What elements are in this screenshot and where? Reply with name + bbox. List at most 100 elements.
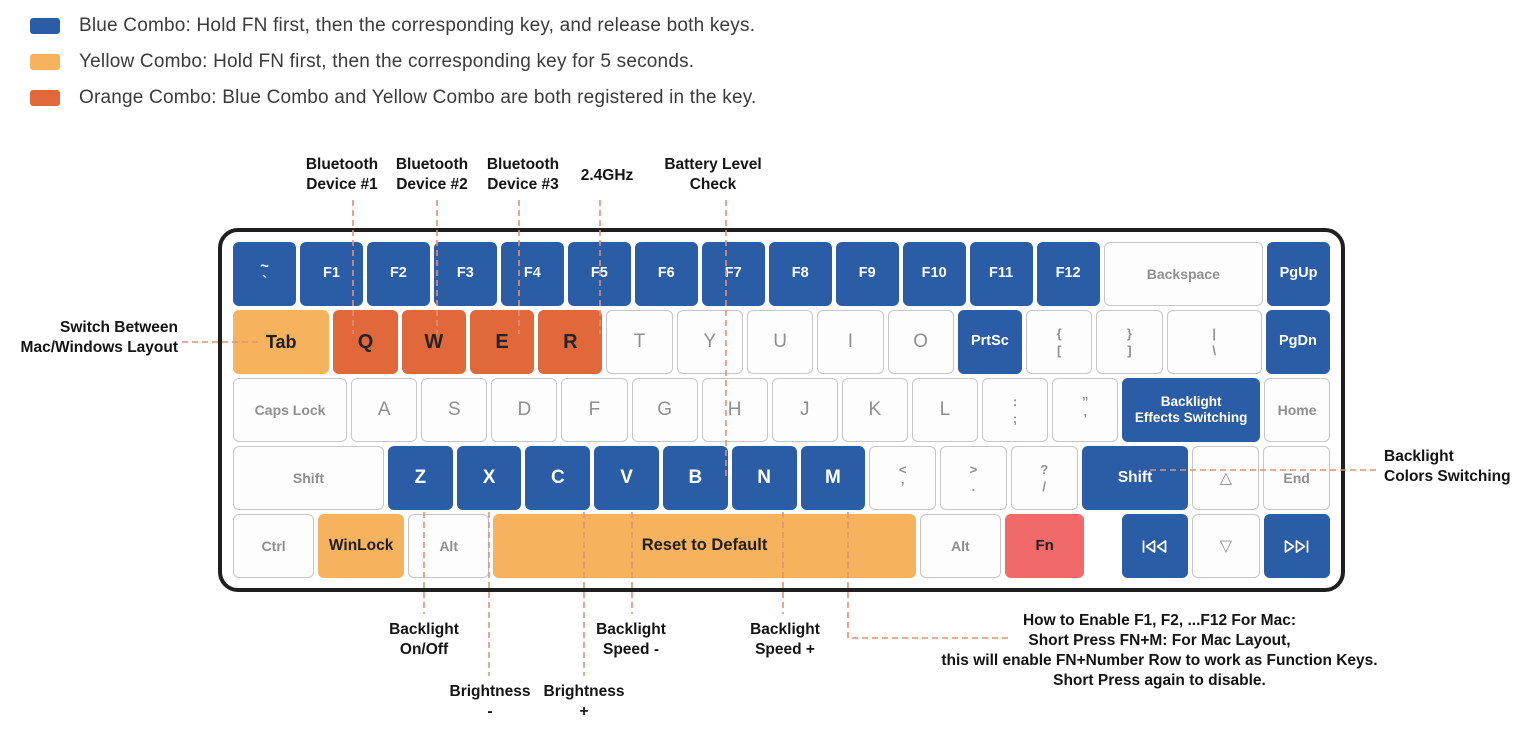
key-t: T [606,310,673,374]
callout-line: Bluetooth [305,156,379,173]
key-o: O [887,310,954,374]
callout-bluetooth-device-2: Bluetooth Device #2 [372,155,492,194]
key-l: L [911,378,978,442]
key-arrow-down: ▽ [1191,514,1260,578]
key-f: F [561,378,628,442]
callout-line: Speed + [755,640,815,658]
key-backlight-effects-switching: Backlight Effects Switching [1122,378,1260,442]
key-i: I [817,310,884,374]
keyboard-rows: ~ ` F1 F2 F3 F4 F5 F6 F7 F8 F9 F10 F11 F12 Backspace Pg… [233,242,1331,578]
orange-combo-swatch [30,90,60,106]
callout-line: Speed - [603,640,659,658]
keyboard-row-1: ~ ` F1 F2 F3 F4 F5 F6 F7 F8 F9 F10 F11 F12 Backspace Pg… [233,242,1330,306]
key-a: A [351,378,418,442]
key-backtick: ~ ` [233,242,296,306]
key-shift-left: Shift [233,446,384,510]
key-comma: <’ [869,446,937,510]
key-b: B [663,446,728,510]
next-track-icon [1285,539,1309,553]
mac-function-keys-note: How to Enable F1, F2, ...F12 For Mac: Sh… [907,611,1412,691]
key-d: D [491,378,558,442]
callout-brightness-minus: Brightness - [430,682,550,721]
callout-bluetooth-device-3: Bluetooth Device #3 [463,155,583,194]
callout-line: Mac/Windows Layout [20,338,178,356]
key-f7: F7 [701,242,765,306]
note-line: Short Press again to disable. [1053,672,1266,689]
callout-backlight-on-off: Backlight On/Off [364,620,484,659]
keyboard-frame: ~ ` F1 F2 F3 F4 F5 F6 F7 F8 F9 F10 F11 F12 Backspace Pg… [218,228,1345,592]
keyboard-row-5: Ctrl WinLock Alt Reset to Default Alt Fn ▽ [233,514,1330,578]
key-n: N [731,446,797,510]
legend-row-orange: Orange Combo: Blue Combo and Yellow Comb… [30,80,757,116]
previous-track-icon [1143,539,1167,553]
key-f5: F5 [567,242,631,306]
note-line: How to Enable F1, F2, ...F12 For Mac: [1022,612,1296,629]
key-e: E [469,310,535,374]
key-v: V [594,446,660,510]
key-f6: F6 [634,242,698,306]
callout-line: On/Off [399,640,449,658]
blue-combo-swatch [30,18,60,34]
key-home: Home [1263,378,1331,442]
key-bracket-close: }] [1096,310,1163,374]
callout-brightness-plus: Brightness + [524,682,644,721]
key-q: Q [333,310,398,374]
callout-backlight-speed-plus: Backlight Speed + [725,620,845,659]
key-semicolon: :; [982,378,1049,442]
combo-legend: Blue Combo: Hold FN first, then the corr… [30,8,757,116]
callout-line: Backlight [750,621,820,638]
callout-line: Battery Level [664,156,762,173]
callout-switch-mac-windows: Switch Between Mac/Windows Layout [14,318,178,357]
key-arrow-right-next-track [1263,514,1330,578]
callout-line: Check [689,175,737,193]
callout-line: Bluetooth [486,156,560,173]
callout-line: Backlight [596,621,666,638]
callout-backlight-colors-switching: Backlight Colors Switching [1384,447,1530,486]
callout-line: Device #3 [487,175,559,193]
key-winlock: WinLock [318,514,405,578]
key-bracket-open: {[ [1026,310,1093,374]
callout-battery-level-check: Battery Level Check [653,155,773,194]
key-pgdn: PgDn [1265,310,1331,374]
callout-line: Device #1 [306,175,378,193]
key-c: C [525,446,591,510]
orange-combo-label: Orange Combo: Blue Combo and Yellow Comb… [79,87,757,108]
callout-line: Backlight [389,621,459,638]
key-f10: F10 [902,242,966,306]
keyboard-row-3: Caps Lock A S D F G H J K L:;”’ Backlight Effects S… [233,378,1331,442]
key-end: End [1263,446,1330,510]
key-f1: F1 [299,242,363,306]
key-backspace: Backspace [1103,242,1264,306]
key-quote: ”’ [1052,378,1119,442]
callout-line: - [487,702,493,720]
callout-line: Brightness [449,683,531,700]
key-ctrl: Ctrl [233,514,315,578]
callout-bluetooth-device-1: Bluetooth Device #1 [282,155,402,194]
yellow-combo-label: Yellow Combo: Hold FN first, then the co… [79,51,695,72]
key-k: K [841,378,908,442]
callout-line: 2.4GHz [580,167,634,184]
key-x: X [456,446,522,510]
key-alt-left: Alt [408,514,490,578]
key-prtsc: PrtSc [957,310,1023,374]
key-period: >. [940,446,1007,510]
key-fn: Fn [1005,514,1085,578]
keyboard-gap [1088,514,1118,578]
callout-line: Backlight [1384,448,1454,465]
keyboard-row-2: Tab Q W E R T Y U I O PrtSc{[}] | \ PgDn [233,310,1331,374]
key-y: Y [676,310,743,374]
key-pgup: PgUp [1267,242,1330,306]
key-z: Z [387,446,453,510]
key-f12: F12 [1036,242,1100,306]
key-s: S [421,378,488,442]
key-m: M [800,446,866,510]
key-g: G [631,378,698,442]
key-caps-lock: Caps Lock [233,378,348,442]
key-h: H [701,378,768,442]
key-arrow-left-prev-track [1121,514,1188,578]
callout-line: + [579,702,589,720]
legend-row-blue: Blue Combo: Hold FN first, then the corr… [30,8,757,44]
key-j: J [771,378,838,442]
blue-combo-label: Blue Combo: Hold FN first, then the corr… [79,15,756,36]
note-line: this will enable FN+Number Row to work a… [941,652,1378,669]
